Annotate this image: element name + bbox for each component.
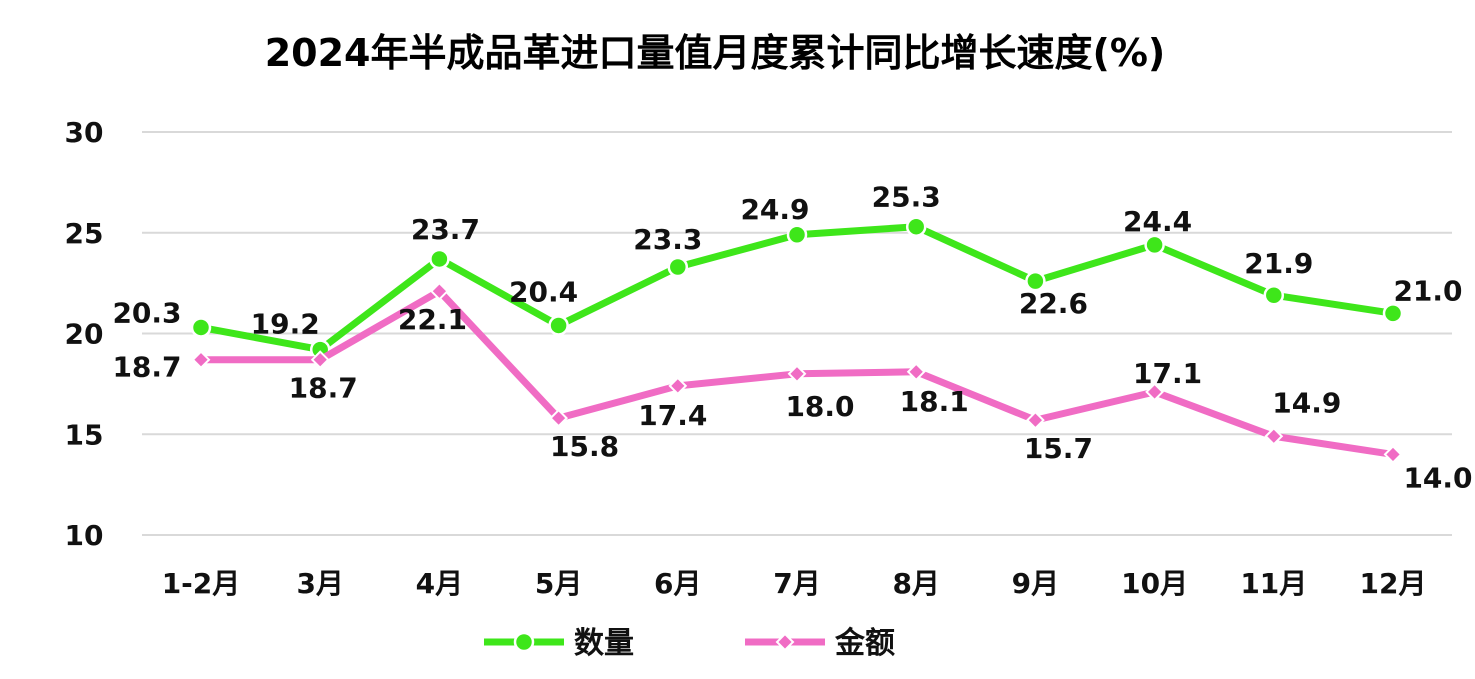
data-labels: 20.3 19.2 23.7 20.4 23.3 24.9 25.3 22.6 24.4 21.9…	[112, 181, 1472, 495]
data-label-amount: 18.7	[289, 372, 358, 405]
data-point-quantity	[429, 248, 450, 270]
data-label-amount: 17.4	[638, 399, 707, 432]
data-label-quantity: 23.7	[411, 213, 480, 246]
x-tick-label: 11月	[1240, 567, 1307, 600]
x-tick-label: 3月	[296, 567, 343, 600]
data-point-amount	[429, 281, 449, 301]
legend: 数量 金额	[484, 626, 895, 661]
y-tick-label: 10	[65, 519, 104, 552]
x-tick-label: 5月	[535, 567, 582, 600]
y-tick-label: 30	[65, 116, 104, 149]
data-point-amount	[906, 362, 926, 382]
data-label-quantity: 21.9	[1244, 247, 1313, 280]
data-label-amount: 15.8	[550, 430, 619, 463]
legend-label-amount: 金额	[834, 626, 895, 661]
data-point-quantity	[1144, 234, 1165, 256]
series-layer	[190, 216, 1404, 464]
series-line-quantity	[197, 223, 1397, 354]
chart-title: 2024年半成品革进口量值月度累计同比增长速度(%)	[265, 31, 1166, 75]
data-label-quantity: 22.6	[1019, 287, 1088, 320]
data-point-amount	[787, 364, 807, 384]
data-point-quantity	[667, 256, 689, 278]
data-label-amount: 18.1	[900, 385, 969, 418]
x-tick-label: 1-2月	[162, 567, 241, 600]
data-label-amount: 14.9	[1272, 386, 1341, 419]
data-point-quantity	[548, 315, 569, 336]
data-label-amount: 14.0	[1403, 461, 1472, 494]
data-point-quantity	[1382, 303, 1404, 324]
data-label-quantity: 24.4	[1123, 205, 1192, 238]
data-point-amount	[1025, 410, 1045, 430]
data-point-amount	[668, 376, 688, 396]
x-tick-label: 6月	[654, 567, 701, 600]
data-label-quantity: 23.3	[633, 223, 702, 256]
legend-marker-circle-icon	[513, 631, 535, 653]
data-label-quantity: 19.2	[251, 308, 320, 341]
x-tick-label: 10月	[1121, 567, 1188, 600]
data-label-quantity: 20.4	[509, 275, 578, 308]
data-point-amount	[1145, 382, 1165, 402]
data-point-amount	[1264, 426, 1284, 446]
data-point-quantity	[190, 317, 212, 338]
data-label-amount: 22.1	[398, 303, 467, 336]
x-tick-label: 4月	[416, 567, 463, 600]
x-tick-label: 12月	[1360, 567, 1427, 600]
x-axis-ticks: 1-2月 3月 4月 5月 6月 7月 8月 9月 10月 11月 12月	[162, 567, 1427, 600]
data-label-amount: 15.7	[1024, 432, 1093, 465]
data-point-quantity	[905, 216, 927, 237]
data-label-quantity: 20.3	[112, 296, 181, 329]
y-tick-label: 25	[65, 217, 104, 250]
data-point-amount	[1383, 444, 1403, 464]
data-label-quantity: 25.3	[872, 181, 941, 214]
data-point-amount	[191, 350, 211, 370]
x-tick-label: 7月	[773, 567, 820, 600]
data-label-quantity: 24.9	[740, 193, 809, 226]
data-point-quantity	[1025, 270, 1046, 292]
x-tick-label: 9月	[1012, 567, 1059, 600]
data-point-amount	[310, 350, 330, 370]
y-tick-label: 20	[65, 318, 104, 351]
data-point-quantity	[786, 224, 808, 246]
data-label-amount: 17.1	[1133, 357, 1202, 390]
legend-label-quantity: 数量	[574, 626, 634, 661]
y-tick-label: 15	[65, 418, 104, 451]
data-label-quantity: 21.0	[1393, 274, 1462, 307]
data-label-amount: 18.0	[785, 390, 854, 423]
data-label-amount: 18.7	[112, 351, 181, 384]
data-point-quantity	[1263, 284, 1285, 306]
x-tick-label: 8月	[892, 567, 939, 600]
data-point-amount	[549, 408, 569, 428]
y-axis-ticks: 10 15 20 25 30	[65, 116, 104, 552]
legend-marker-diamond-icon	[775, 632, 795, 652]
